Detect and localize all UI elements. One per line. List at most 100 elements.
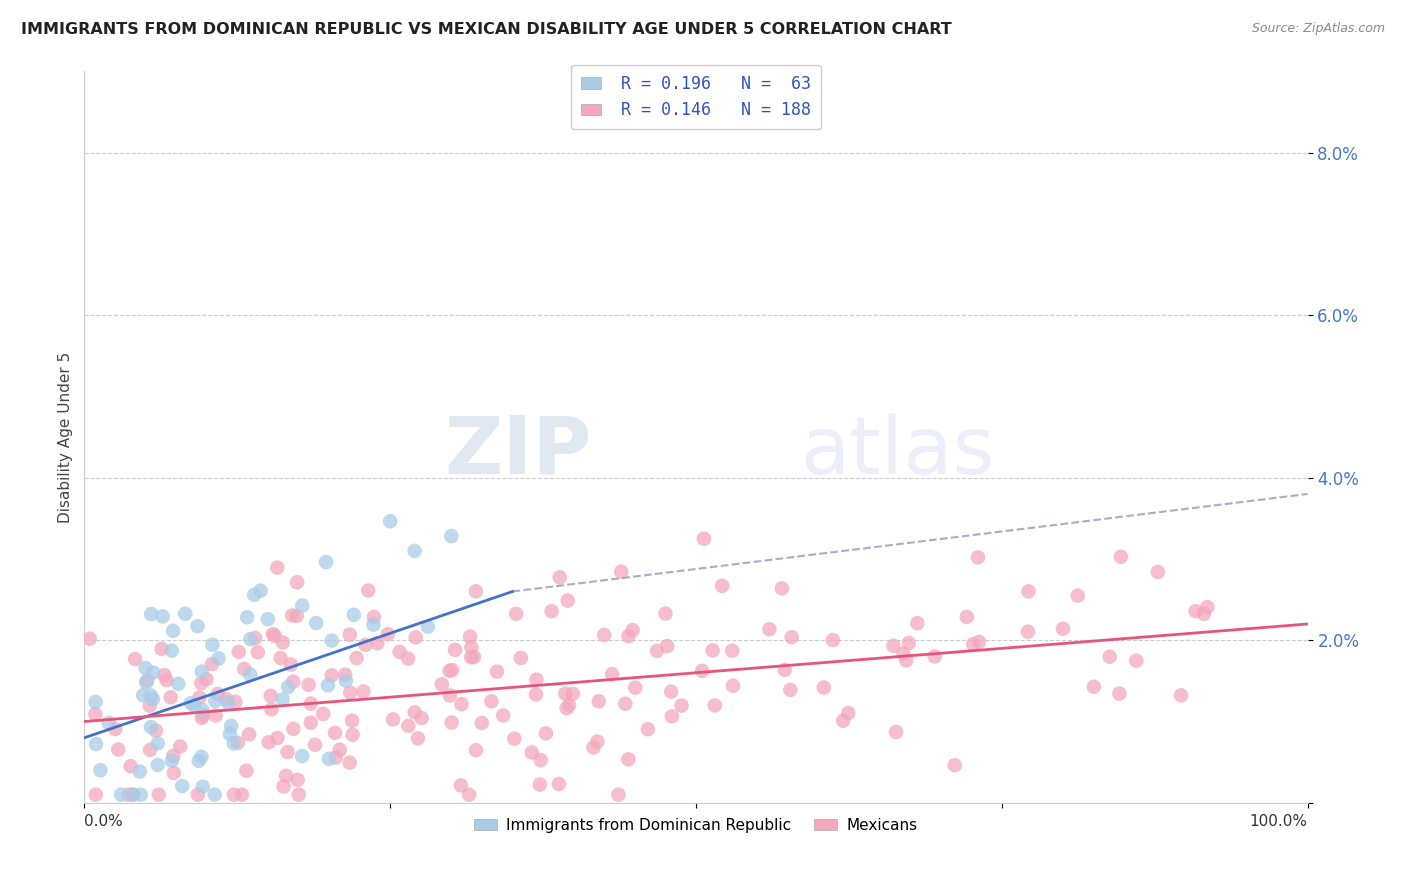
Point — [139, 743, 162, 757]
Point — [388, 645, 411, 659]
Point — [416, 620, 439, 634]
Point — [236, 610, 259, 624]
Point — [352, 684, 374, 698]
Point — [222, 788, 245, 802]
Point — [195, 673, 218, 687]
Point — [711, 579, 734, 593]
Point — [305, 615, 328, 630]
Point — [97, 715, 120, 730]
Point — [339, 756, 361, 770]
Point — [339, 627, 361, 641]
Point — [204, 788, 226, 802]
Legend: Immigrants from Dominican Republic, Mexicans: Immigrants from Dominican Republic, Mexi… — [468, 812, 924, 839]
Point — [555, 701, 578, 715]
Point — [1017, 624, 1039, 639]
Point — [1052, 622, 1074, 636]
Text: IMMIGRANTS FROM DOMINICAN REPUBLIC VS MEXICAN DISABILITY AGE UNDER 5 CORRELATION: IMMIGRANTS FROM DOMINICAN REPUBLIC VS ME… — [21, 22, 952, 37]
Point — [406, 731, 429, 746]
Point — [554, 687, 576, 701]
Point — [287, 788, 309, 802]
Point — [458, 788, 481, 802]
Point — [346, 651, 368, 665]
Point — [201, 657, 224, 671]
Point — [217, 696, 239, 710]
Point — [354, 638, 377, 652]
Point — [758, 622, 780, 636]
Point — [274, 769, 297, 783]
Point — [298, 678, 321, 692]
Point — [396, 719, 419, 733]
Point — [624, 681, 647, 695]
Point — [135, 675, 157, 690]
Point — [304, 738, 326, 752]
Point — [396, 651, 419, 665]
Point — [270, 651, 292, 665]
Point — [285, 608, 308, 623]
Point — [813, 681, 835, 695]
Point — [450, 778, 472, 792]
Point — [162, 624, 184, 638]
Point — [485, 665, 508, 679]
Point — [439, 664, 461, 678]
Point — [146, 758, 169, 772]
Point — [1170, 688, 1192, 702]
Point — [340, 714, 363, 728]
Point — [380, 514, 402, 528]
Point — [191, 708, 214, 723]
Point — [249, 583, 271, 598]
Point — [661, 709, 683, 723]
Point — [318, 752, 340, 766]
Point — [219, 719, 242, 733]
Point — [1067, 589, 1090, 603]
Point — [160, 643, 183, 657]
Point — [440, 529, 463, 543]
Point — [215, 692, 238, 706]
Point — [287, 772, 309, 787]
Point — [159, 690, 181, 705]
Point — [156, 673, 179, 688]
Point — [129, 788, 152, 802]
Point — [239, 632, 262, 647]
Point — [262, 627, 284, 641]
Point — [323, 726, 346, 740]
Point — [377, 627, 399, 641]
Point — [471, 715, 494, 730]
Point — [204, 708, 226, 723]
Point — [607, 788, 630, 802]
Point — [325, 750, 347, 764]
Text: Source: ZipAtlas.com: Source: ZipAtlas.com — [1251, 22, 1385, 36]
Point — [222, 736, 245, 750]
Point — [260, 702, 283, 716]
Point — [1192, 607, 1215, 621]
Point — [152, 609, 174, 624]
Point — [257, 612, 280, 626]
Point — [333, 667, 356, 681]
Point — [128, 764, 150, 779]
Point — [163, 766, 186, 780]
Point — [190, 676, 212, 690]
Point — [291, 599, 314, 613]
Point — [444, 643, 467, 657]
Point — [283, 674, 305, 689]
Text: atlas: atlas — [800, 413, 994, 491]
Point — [659, 684, 682, 698]
Point — [160, 754, 183, 768]
Point — [430, 677, 453, 691]
Point — [281, 608, 304, 623]
Text: 0.0%: 0.0% — [84, 814, 124, 829]
Point — [273, 780, 295, 794]
Point — [610, 565, 633, 579]
Point — [153, 668, 176, 682]
Point — [548, 570, 571, 584]
Point — [956, 610, 979, 624]
Point — [172, 779, 194, 793]
Point — [299, 715, 322, 730]
Point — [464, 584, 486, 599]
Point — [239, 667, 262, 681]
Point — [540, 604, 562, 618]
Point — [905, 616, 928, 631]
Point — [246, 645, 269, 659]
Point — [1147, 565, 1170, 579]
Point — [779, 682, 801, 697]
Point — [547, 777, 569, 791]
